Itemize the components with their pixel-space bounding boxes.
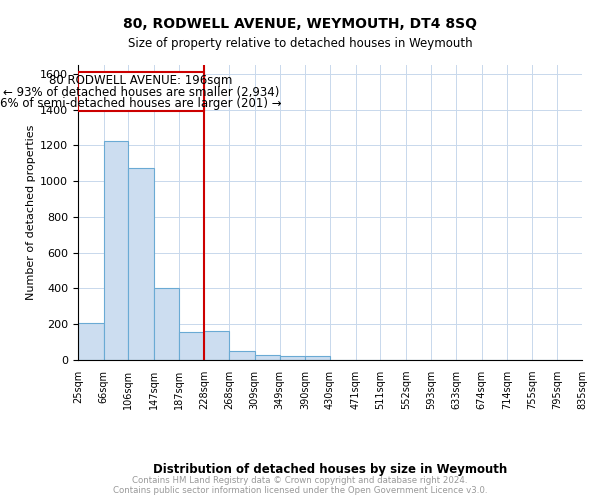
Bar: [78, 324, 104, 360]
Text: Size of property relative to detached houses in Weymouth: Size of property relative to detached ho…: [128, 38, 472, 51]
Bar: [128, 168, 154, 360]
Bar: [255, 354, 280, 360]
Bar: [179, 332, 205, 360]
Text: ← 93% of detached houses are smaller (2,934): ← 93% of detached houses are smaller (2,…: [3, 86, 280, 99]
Bar: [205, 332, 229, 360]
Text: Distribution of detached houses by size in Weymouth: Distribution of detached houses by size …: [153, 462, 507, 475]
Bar: [280, 356, 305, 360]
Bar: [104, 141, 128, 360]
Bar: [154, 288, 179, 360]
Y-axis label: Number of detached properties: Number of detached properties: [26, 125, 36, 300]
Bar: [78, 72, 205, 110]
Text: Contains HM Land Registry data © Crown copyright and database right 2024.
Contai: Contains HM Land Registry data © Crown c…: [113, 476, 487, 495]
Bar: [229, 351, 255, 360]
Bar: [305, 356, 330, 360]
Text: 80 RODWELL AVENUE: 196sqm: 80 RODWELL AVENUE: 196sqm: [49, 74, 233, 86]
Text: 80, RODWELL AVENUE, WEYMOUTH, DT4 8SQ: 80, RODWELL AVENUE, WEYMOUTH, DT4 8SQ: [123, 18, 477, 32]
Text: 6% of semi-detached houses are larger (201) →: 6% of semi-detached houses are larger (2…: [1, 98, 282, 110]
